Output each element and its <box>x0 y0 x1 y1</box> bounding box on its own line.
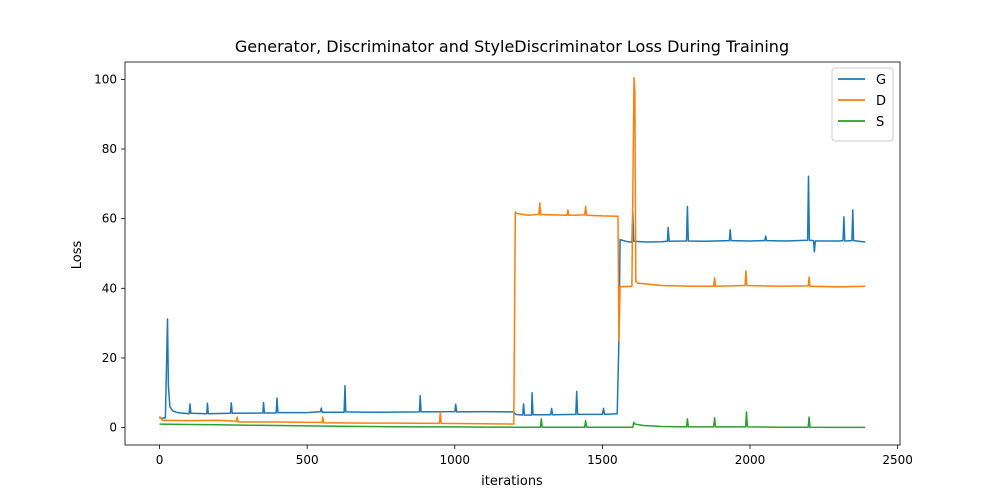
chart-title: Generator, Discriminator and StyleDiscri… <box>235 37 789 56</box>
x-tick-label: 2000 <box>735 453 766 467</box>
legend-label-d: D <box>876 94 886 109</box>
y-tick-label: 100 <box>94 72 117 86</box>
x-axis-label: iterations <box>481 474 543 489</box>
y-tick-label: 60 <box>102 212 117 226</box>
series-line-g <box>159 175 866 420</box>
axes: 0 500 1000 1500 2000 2500 0 20 40 60 80 100 <box>94 61 913 467</box>
legend-label-g: G <box>876 73 886 88</box>
y-tick-label: 40 <box>102 281 117 295</box>
legend-box <box>831 67 894 142</box>
series-line-d <box>158 76 866 425</box>
legend-label-s: S <box>876 115 884 130</box>
y-tick-label: 20 <box>102 351 117 365</box>
plot-frame <box>124 61 901 446</box>
x-tick-label: 1500 <box>587 453 618 467</box>
y-axis-label: Loss <box>70 241 85 270</box>
y-tick-label: 80 <box>102 142 117 156</box>
x-tick-label: 1000 <box>440 453 471 467</box>
x-tick-label: 500 <box>296 453 319 467</box>
plot-area <box>158 76 866 429</box>
x-tick-label: 0 <box>156 453 164 467</box>
series-line-s <box>159 411 866 429</box>
legend: GDS <box>831 67 894 142</box>
y-tick-label: 0 <box>109 421 117 435</box>
x-tick-label: 2500 <box>882 453 913 467</box>
